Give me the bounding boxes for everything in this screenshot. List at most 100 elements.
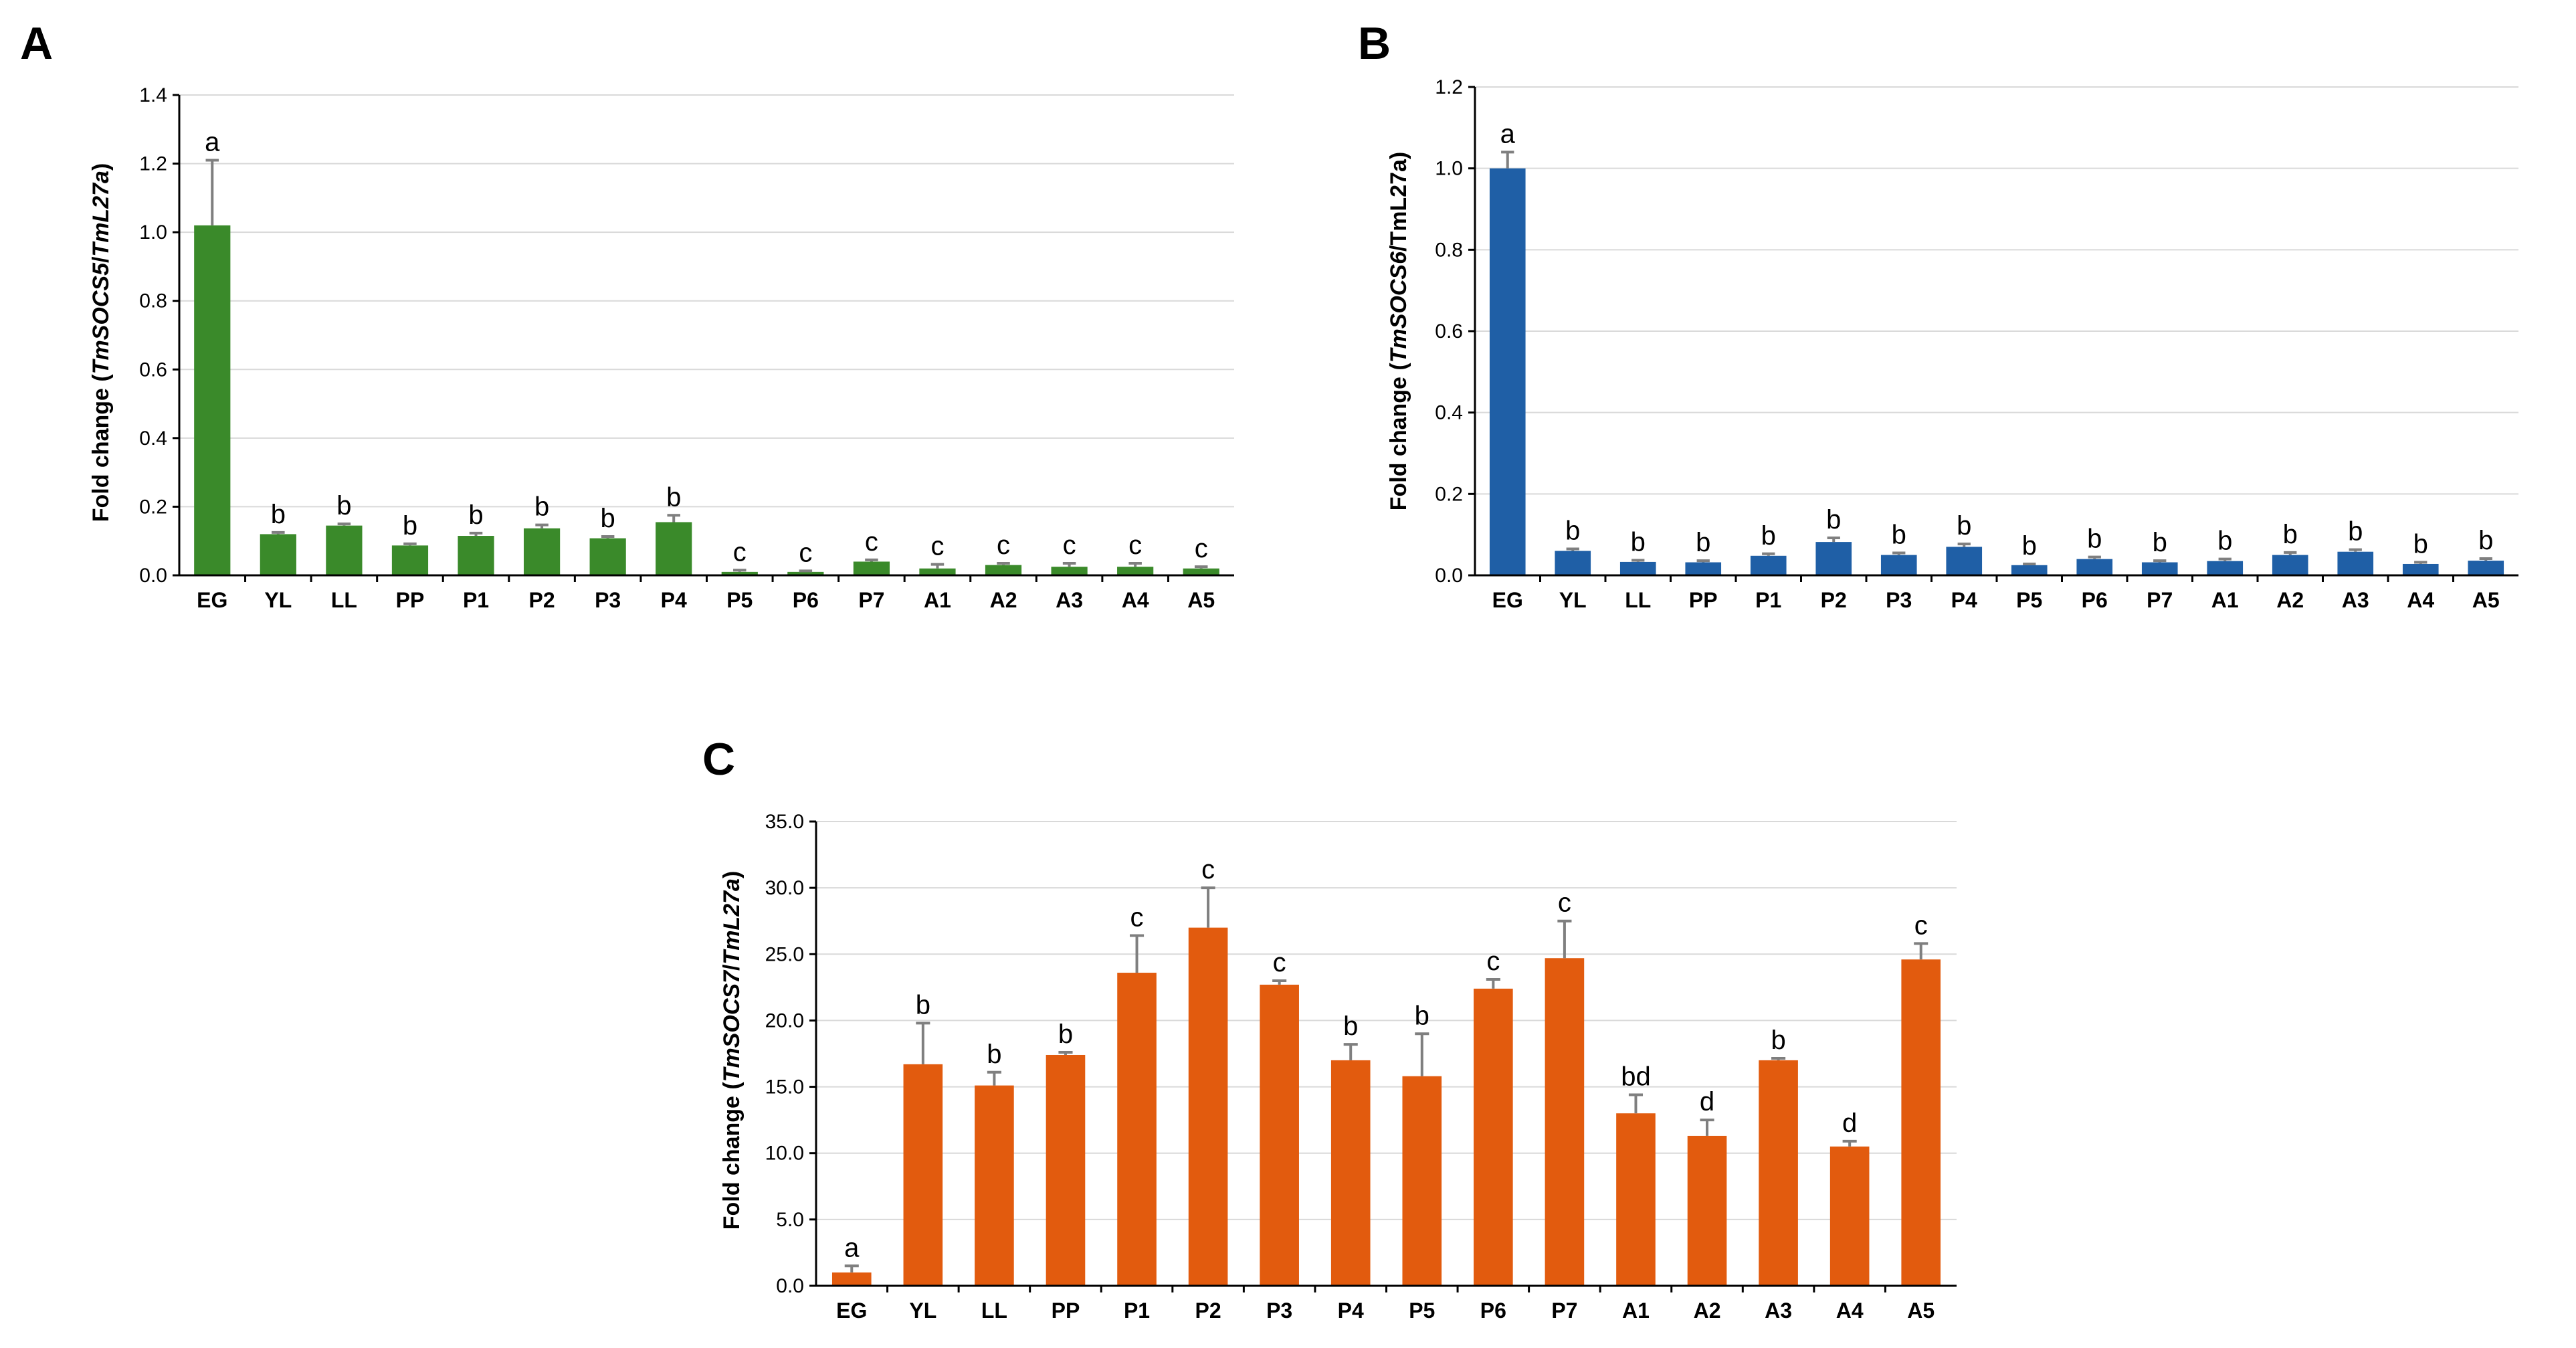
panel-c-significance-letter-ll: b — [987, 1040, 1001, 1069]
panel-a-y-axis-title-suffix: ) — [88, 163, 114, 171]
panel-a-bar-p4 — [656, 522, 692, 575]
panel-a-x-tick-label-a1: A1 — [924, 588, 951, 612]
panel-a-bar-yl — [260, 534, 296, 575]
panel-b-y-axis-title-ref: TmL27a — [1386, 159, 1411, 246]
panel-a-bar-p7 — [853, 561, 890, 575]
panel-a-error-bars — [205, 159, 1208, 573]
panel-letter-b: B — [1358, 18, 1391, 69]
panel-c-bar-eg — [831, 1272, 872, 1286]
panel-a-significance-letter-a4: c — [1128, 531, 1142, 560]
panel-b-bar-a5 — [2468, 561, 2504, 575]
panel-b-bar-eg — [1489, 168, 1526, 575]
panel-c-significance-letter-eg: a — [844, 1233, 860, 1262]
panel-a-x-tick-label-p3: P3 — [595, 588, 621, 612]
panel-c-x-tick-label-a1: A1 — [1622, 1298, 1650, 1323]
panel-a-significance-letter-yl: b — [271, 500, 286, 529]
panel-c-significance-letter-pp: b — [1058, 1020, 1073, 1049]
panel-a-significance-letter-p7: c — [865, 527, 878, 557]
panel-c-y-tick-label: 30.0 — [765, 877, 804, 899]
panel-c-significance-letter-a3: b — [1771, 1026, 1785, 1055]
panel-a-x-tick-label-pp: PP — [396, 588, 425, 612]
panel-a-bar-p2 — [523, 528, 561, 575]
panel-b-bar-ll — [1619, 561, 1656, 575]
panel-c-y-axis-title-suffix: ) — [719, 871, 745, 878]
panel-c-axes — [809, 820, 1957, 1292]
panel-c-y-axis-title-gene: TmSOCS7 — [719, 969, 745, 1082]
panel-b-chart: B a b b b b b b b b b b b b b b b 0.0 0.2 0.4 0.6 0.8 1.0 1.2… — [1358, 18, 2518, 612]
panel-a-significance-letter-p1: b — [468, 500, 483, 530]
panel-c-x-tick-label-p3: P3 — [1266, 1298, 1292, 1323]
panel-a-x-tick-labels: EG YL LL PP P1 P2 P3 P4 P5 P6 P7 A1 A2 A3 A4 A5 — [197, 588, 1215, 612]
panel-b-error-bars — [1501, 151, 2492, 565]
panel-b-x-tick-label-p6: P6 — [2082, 588, 2108, 612]
panel-a-significance-letter-a2: c — [997, 531, 1010, 560]
panel-a-bar-a2 — [985, 565, 1022, 575]
panel-b-bar-pp — [1685, 562, 1722, 575]
panel-c-x-tick-label-yl: YL — [909, 1298, 936, 1323]
panel-c-x-tick-label-p2: P2 — [1195, 1298, 1221, 1323]
panel-b-bar-a3 — [2337, 551, 2374, 575]
panel-a-y-tick-label: 1.2 — [139, 153, 167, 175]
panel-a-x-tick-label-a3: A3 — [1056, 588, 1083, 612]
panel-b-x-tick-label-p7: P7 — [2147, 588, 2173, 612]
panel-b-x-tick-label-p1: P1 — [1755, 588, 1781, 612]
panel-a-significance-letter-ll: b — [336, 491, 351, 520]
panel-b-bar-a2 — [2272, 555, 2308, 575]
panel-a-y-tick-label: 0.8 — [139, 290, 167, 312]
panel-a-y-axis-title: Fold change (TmSOCS5/TmL27a) — [88, 163, 114, 522]
panel-b-bar-a4 — [2402, 563, 2439, 575]
panel-b-bar-yl — [1555, 551, 1591, 575]
panel-a-x-tick-label-p1: P1 — [463, 588, 489, 612]
panel-b-x-tick-label-a5: A5 — [2472, 588, 2500, 612]
panel-a-y-tick-label: 0.2 — [139, 496, 167, 518]
panel-b-y-axis-title-gene: TmSOCS6 — [1386, 251, 1411, 363]
panel-a-x-tick-label-a2: A2 — [990, 588, 1017, 612]
panel-b-significance-letter-p3: b — [1892, 520, 1906, 550]
panel-c-bar-p2 — [1188, 927, 1228, 1286]
panel-c-significance-letter-p1: c — [1130, 903, 1144, 933]
panel-c-y-tick-label: 5.0 — [776, 1209, 804, 1231]
panel-b-y-tick-label: 0.0 — [1435, 565, 1463, 587]
panel-b-x-tick-label-pp: PP — [1689, 588, 1718, 612]
panel-a-x-tick-label-p5: P5 — [726, 588, 753, 612]
panel-c-bar-p5 — [1402, 1076, 1442, 1286]
panel-b-bar-p2 — [1815, 542, 1852, 575]
panel-c-significance-letter-a4: d — [1842, 1109, 1857, 1138]
panel-b-x-tick-labels: EG YL LL PP P1 P2 P3 P4 P5 P6 P7 A1 A2 A3 A4 A5 — [1492, 588, 2500, 612]
panel-c-y-tick-label: 10.0 — [765, 1143, 804, 1165]
panel-a-bar-p1 — [458, 536, 494, 575]
panel-c-x-tick-label-a4: A4 — [1836, 1298, 1864, 1323]
panel-c-y-axis-title-prefix: Fold change ( — [719, 1082, 745, 1230]
panel-a-chart: A a b b b b b b b c c c c c c c c 0.0 0.2 0.4 0.6 0.8 1.0 1.2… — [20, 18, 1234, 612]
panel-c-x-tick-label-a2: A2 — [1694, 1298, 1721, 1323]
panel-c-bar-yl — [903, 1064, 943, 1286]
panel-a-y-axis-title-ref: TmL27a — [88, 171, 114, 257]
panel-b-x-tick-label-p3: P3 — [1886, 588, 1912, 612]
panel-c-significance-letter-a2: d — [1700, 1087, 1714, 1117]
panel-a-bar-a3 — [1051, 567, 1088, 575]
panel-a-y-axis-title-gene: TmSOCS5 — [88, 262, 114, 374]
panel-a-significance-letter-a5: c — [1195, 534, 1208, 563]
panel-b-axes — [1468, 86, 2518, 582]
panel-c-x-tick-label-p4: P4 — [1338, 1298, 1364, 1323]
panel-b-y-axis-title-sep: / — [1386, 245, 1411, 252]
panel-a-x-tick-label-yl: YL — [264, 588, 292, 612]
panel-b-significance-letter-a1: b — [2217, 526, 2232, 556]
panel-b-y-axis-title-prefix: Fold change ( — [1386, 363, 1411, 511]
panel-c-y-axis-title-sep: / — [719, 964, 745, 971]
panel-c-y-tick-label: 20.0 — [765, 1009, 804, 1032]
panel-b-significance-letter-a4: b — [2413, 530, 2428, 559]
panel-a-bar-a1 — [919, 568, 956, 575]
panel-a-gridlines — [179, 94, 1234, 508]
panel-letter-c: C — [702, 734, 735, 785]
panel-a-significance-letter-p3: b — [601, 504, 615, 533]
panel-a-bars — [194, 225, 1219, 575]
panel-c-bars — [831, 927, 1941, 1286]
panel-b-significance-letter-pp: b — [1696, 528, 1710, 557]
panel-a-x-tick-label-a4: A4 — [1122, 588, 1149, 612]
panel-b-x-tick-label-eg: EG — [1492, 588, 1523, 612]
panel-c-x-tick-labels: EG YL LL PP P1 P2 P3 P4 P5 P6 P7 A1 A2 A3 A4 A5 — [836, 1298, 1935, 1323]
panel-b-y-axis-title: Fold change (TmSOCS6/TmL27a) — [1386, 152, 1411, 511]
